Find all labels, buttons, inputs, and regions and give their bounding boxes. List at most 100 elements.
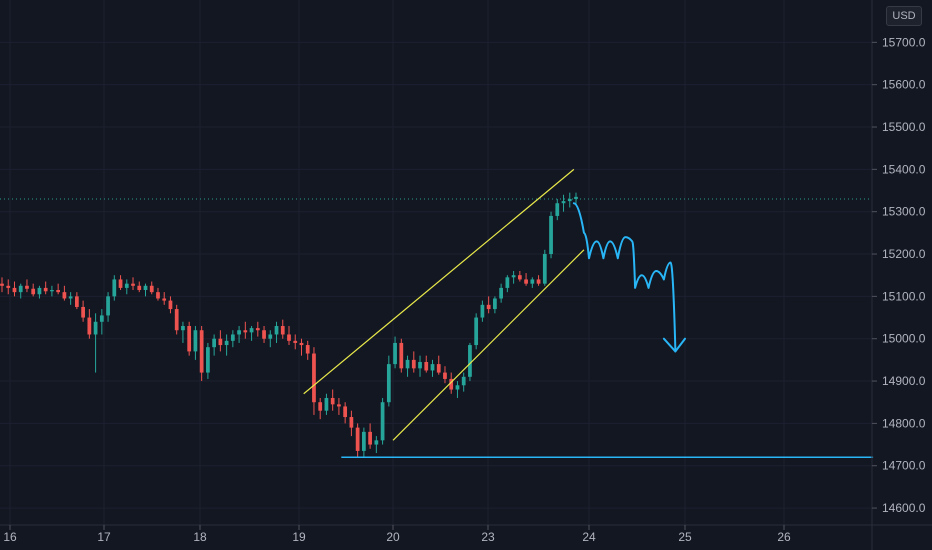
candle-body bbox=[536, 279, 541, 284]
candle-body bbox=[530, 279, 535, 284]
projection-arrow-head bbox=[662, 337, 686, 353]
price-axis[interactable]: 14600.0 14700.0 14800.0 14900.0 15000.0 15100… bbox=[872, 35, 926, 515]
candle-body bbox=[418, 361, 422, 369]
candle-body bbox=[56, 290, 61, 293]
candle-body bbox=[542, 254, 547, 284]
price-tick-label: 14700.0 bbox=[882, 459, 926, 473]
candle-body bbox=[87, 317, 92, 335]
candle-body bbox=[124, 283, 129, 288]
time-tick-label: 20 bbox=[386, 530, 400, 544]
candle-body bbox=[37, 287, 42, 295]
time-tick-label: 25 bbox=[678, 530, 692, 544]
candle-body bbox=[299, 342, 304, 346]
candle-body bbox=[156, 292, 160, 299]
candle-body bbox=[25, 285, 29, 289]
candle-body bbox=[68, 296, 73, 299]
candle-body bbox=[193, 330, 198, 352]
candle-body bbox=[274, 326, 279, 335]
candle-body bbox=[574, 196, 578, 199]
candle-body bbox=[355, 427, 360, 451]
price-tick-label: 15400.0 bbox=[882, 162, 926, 176]
candle-body bbox=[131, 283, 135, 286]
candle-body bbox=[305, 345, 310, 354]
time-tick-label: 16 bbox=[3, 530, 17, 544]
candle-body bbox=[249, 328, 254, 333]
time-tick-label: 26 bbox=[777, 530, 791, 544]
price-tick-label: 15300.0 bbox=[882, 205, 926, 219]
candle-body bbox=[493, 298, 497, 310]
candle-body bbox=[337, 404, 341, 407]
candle-body bbox=[143, 285, 148, 291]
candle-body bbox=[524, 279, 528, 284]
projection-path bbox=[572, 202, 677, 353]
candle-body bbox=[18, 285, 23, 293]
candle-body bbox=[555, 203, 560, 216]
time-tick-label: 18 bbox=[193, 530, 207, 544]
price-tick-label: 15000.0 bbox=[882, 332, 926, 346]
candle-body bbox=[174, 309, 179, 331]
candle-body bbox=[199, 330, 204, 373]
candle-body bbox=[280, 326, 285, 335]
price-tick-label: 15200.0 bbox=[882, 247, 926, 261]
candle-body bbox=[430, 364, 435, 371]
candle-body bbox=[93, 321, 98, 335]
candle-layer bbox=[0, 192, 578, 458]
candle-body bbox=[561, 201, 566, 204]
candle-body bbox=[461, 376, 466, 386]
candle-body bbox=[318, 402, 323, 411]
candle-body bbox=[380, 402, 385, 441]
candle-body bbox=[50, 290, 54, 292]
candle-body bbox=[212, 338, 217, 348]
candle-body bbox=[224, 340, 229, 346]
candle-body bbox=[399, 342, 404, 369]
candle-body bbox=[181, 326, 185, 331]
candle-body bbox=[62, 292, 67, 299]
candle-body bbox=[405, 359, 410, 369]
channel-upper-line bbox=[303, 168, 575, 395]
candle-body bbox=[237, 330, 241, 335]
candle-body bbox=[511, 275, 516, 278]
candle-body bbox=[486, 304, 491, 310]
candle-body bbox=[368, 431, 372, 445]
candle-body bbox=[6, 285, 11, 288]
candle-body bbox=[293, 340, 298, 343]
candle-body bbox=[106, 296, 110, 316]
candle-body bbox=[74, 296, 79, 307]
candle-body bbox=[312, 353, 316, 403]
candle-body bbox=[168, 300, 173, 310]
candle-body bbox=[230, 334, 235, 341]
currency-badge[interactable]: USD bbox=[886, 6, 922, 26]
candle-body bbox=[361, 431, 366, 451]
candle-body bbox=[330, 397, 335, 405]
candle-body bbox=[287, 334, 291, 341]
candle-body bbox=[112, 279, 117, 297]
price-tick-label: 15100.0 bbox=[882, 289, 926, 303]
time-tick-label: 23 bbox=[481, 530, 495, 544]
candle-body bbox=[218, 338, 223, 346]
candle-body bbox=[262, 330, 266, 339]
channel-lower-line bbox=[392, 249, 585, 441]
candle-body bbox=[118, 279, 123, 288]
candle-body bbox=[436, 364, 441, 373]
candle-body bbox=[567, 198, 572, 202]
candle-body bbox=[474, 317, 479, 346]
candle-body bbox=[81, 306, 85, 318]
candle-body bbox=[449, 378, 454, 390]
candle-body bbox=[324, 397, 329, 411]
candle-body bbox=[187, 326, 192, 352]
price-tick-label: 14800.0 bbox=[882, 416, 926, 430]
time-tick-label: 19 bbox=[292, 530, 306, 544]
candle-body bbox=[243, 330, 248, 333]
time-axis[interactable]: 16 17 18 19 20 23 24 25 26 bbox=[3, 525, 791, 544]
candle-body bbox=[517, 275, 522, 280]
candle-body bbox=[374, 440, 379, 445]
candle-body bbox=[455, 385, 460, 390]
candle-body bbox=[549, 215, 553, 255]
candle-body bbox=[393, 342, 397, 365]
candle-body bbox=[162, 298, 167, 301]
candle-body bbox=[411, 359, 416, 369]
time-tick-label: 24 bbox=[582, 530, 596, 544]
price-tick-label: 14600.0 bbox=[882, 501, 926, 515]
